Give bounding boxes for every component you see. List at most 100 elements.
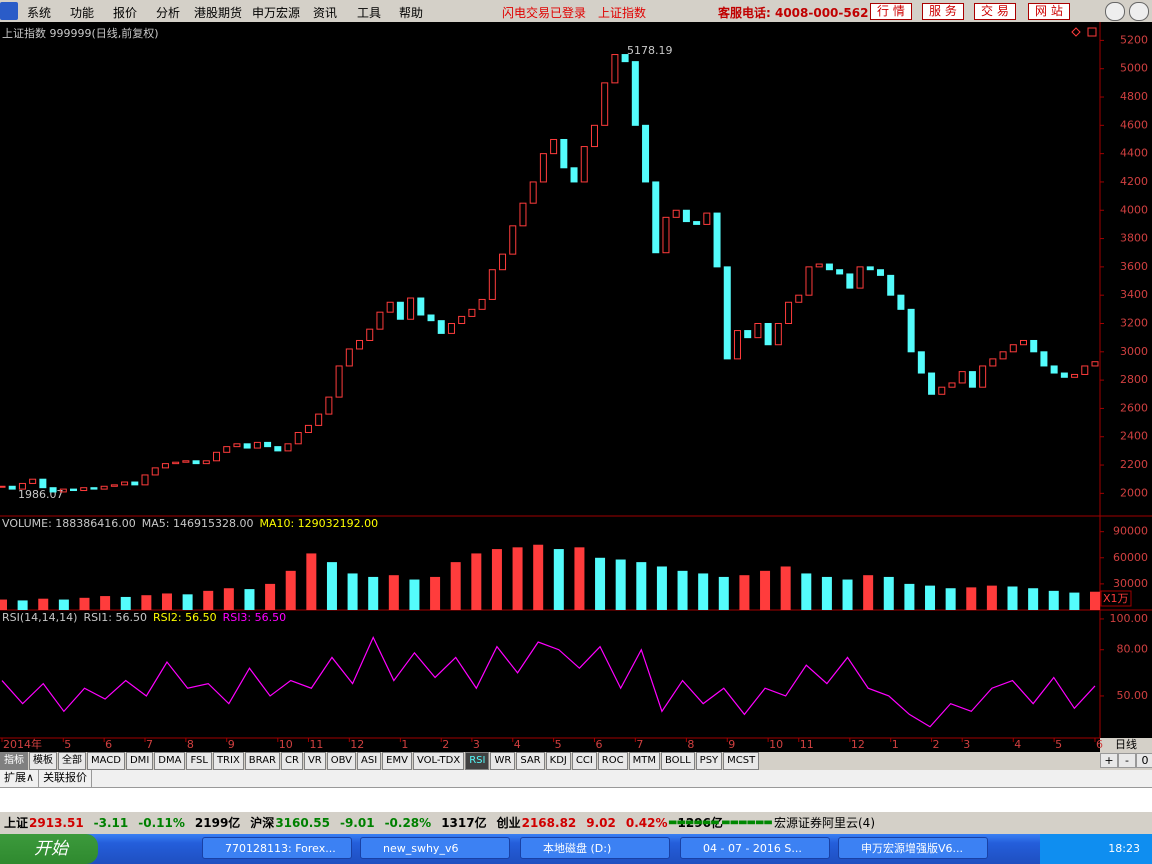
indicator-tab[interactable]: ROC [597,752,628,770]
status-item: 0.42% [625,816,668,830]
indicator-tab[interactable]: FSL [186,752,212,770]
indicator-tab[interactable]: ASI [357,752,382,770]
menu-button[interactable]: 服 务 [922,3,964,20]
volume-bar [739,575,750,610]
volume-bar [58,599,69,610]
volume-bar [986,585,997,610]
sub-tab[interactable]: 扩展∧ [0,770,40,787]
candle [1091,361,1099,367]
candle [458,315,466,324]
indicator-tab[interactable]: RSI [465,752,490,770]
toggle-icon[interactable] [1087,27,1097,37]
indicator-tab[interactable]: SAR [516,752,545,770]
candle [601,82,609,126]
candle [304,424,312,433]
indicator-tab[interactable]: CR [281,752,303,770]
indicator-tab[interactable]: MCST [723,752,760,770]
candle [815,263,823,268]
period-label[interactable]: 日线 [1115,737,1137,751]
menu-button[interactable]: 网 站 [1028,3,1070,20]
candle [917,351,925,374]
market-summary: 上证2913.51 -3.11 -0.11% 2199亿 沪深3160.55 -9.01-… [4,816,733,830]
taskbar-item[interactable]: 本地磁盘 (D:) [520,837,670,859]
x-tick-label: 5 [64,738,71,751]
candle [907,308,915,353]
zoom-button[interactable]: 0 [1136,753,1152,768]
menu-item[interactable]: 港股期货 [194,6,243,20]
indicator-tab[interactable]: BOLL [660,752,695,770]
signal-meter: ▬▬▬▬▬▬ ▬▬▬▬▬▬ [668,817,773,828]
menu-button[interactable]: 交 易 [974,3,1016,20]
menu-item[interactable]: 功能 [70,6,95,20]
menu-item[interactable]: 分析 [156,6,181,20]
volume-bar [636,562,647,610]
indicator-label: RSI1: 56.50 [83,611,147,624]
indicator-tab[interactable]: PSY [695,752,723,770]
menu-item[interactable]: 资讯 [313,6,338,20]
sub-tabs: 扩展∧ 关联报价 [0,770,1152,788]
candle [80,487,88,492]
y-tick-label: 4400 [1120,147,1148,160]
candle [59,488,67,493]
volume-bar [471,553,482,610]
status-item: 上证 [4,816,29,830]
x-tick-label: 1 [892,738,899,751]
volume-bar [863,575,874,610]
indicator-tab[interactable]: VR [303,752,326,770]
sub-tab[interactable]: 关联报价 [39,770,93,787]
indicator-tab[interactable]: MACD [87,752,125,770]
taskbar-item[interactable]: 申万宏源增强版V6... [838,837,988,859]
indicator-tab[interactable]: MTM [628,752,660,770]
status-bar: 上证2913.51 -3.11 -0.11% 2199亿 沪深3160.55 -9.01-… [0,812,1152,834]
candle [223,446,231,453]
x-tick-label: 3 [963,738,970,751]
indicator-tab[interactable]: 全部 [58,752,86,770]
start-button[interactable]: 开始 [0,834,98,864]
candle [407,297,415,320]
menu-item[interactable]: 帮助 [399,6,424,20]
indicator-tab[interactable]: 模板 [29,752,57,770]
toggle-icon[interactable] [1071,27,1081,37]
window-control[interactable] [1105,2,1125,21]
menu-item[interactable]: 工具 [357,6,382,20]
menu-item[interactable]: 申万宏源 [252,6,301,20]
candle [182,460,190,463]
candle [243,443,251,449]
menu-item[interactable]: 系统 [27,6,52,20]
y-tick-label: 4800 [1120,90,1148,103]
zoom-button[interactable]: - [1118,753,1136,768]
indicator-tab[interactable]: VOL-TDX [412,752,465,770]
indicator-tab[interactable]: EMV [382,752,412,770]
candle [345,348,353,367]
candle [723,266,731,360]
candle [693,221,701,225]
menu-item[interactable]: 报价 [113,6,138,20]
indicator-tab[interactable]: OBV [326,752,356,770]
indicator-tab[interactable]: 指标 [0,752,28,770]
indicator-tab[interactable]: KDJ [545,752,571,770]
taskbar-item[interactable]: 04 - 07 - 2016 S... [680,837,830,859]
zoom-button[interactable]: + [1100,753,1118,768]
window-control[interactable] [1129,2,1149,21]
menu-button[interactable]: 行 情 [870,3,912,20]
candle [866,266,874,271]
volume-bar [203,590,214,610]
taskbar-item[interactable]: new_swhy_v6 [360,837,510,859]
indicator-tab[interactable]: TRIX [212,752,244,770]
candle [325,396,333,415]
candle [836,269,844,275]
indicator-tab[interactable]: CCI [571,752,597,770]
indicator-label: MA5: 146915328.00 [141,517,254,530]
candle [447,322,455,334]
y-tick-label: 80.00 [1117,643,1149,656]
indicator-tab[interactable]: DMA [154,752,186,770]
volume-bar [306,553,317,610]
volume-bar [223,588,234,610]
indicator-tab[interactable]: WR [490,752,516,770]
x-tick-label: 7 [636,738,643,751]
status-item: 2168.82 [521,816,577,830]
indicator-tab[interactable]: BRAR [244,752,280,770]
candle [49,487,57,493]
indicator-tab[interactable]: DMI [125,752,154,770]
taskbar-item[interactable]: 770128113: Forex... [202,837,352,859]
